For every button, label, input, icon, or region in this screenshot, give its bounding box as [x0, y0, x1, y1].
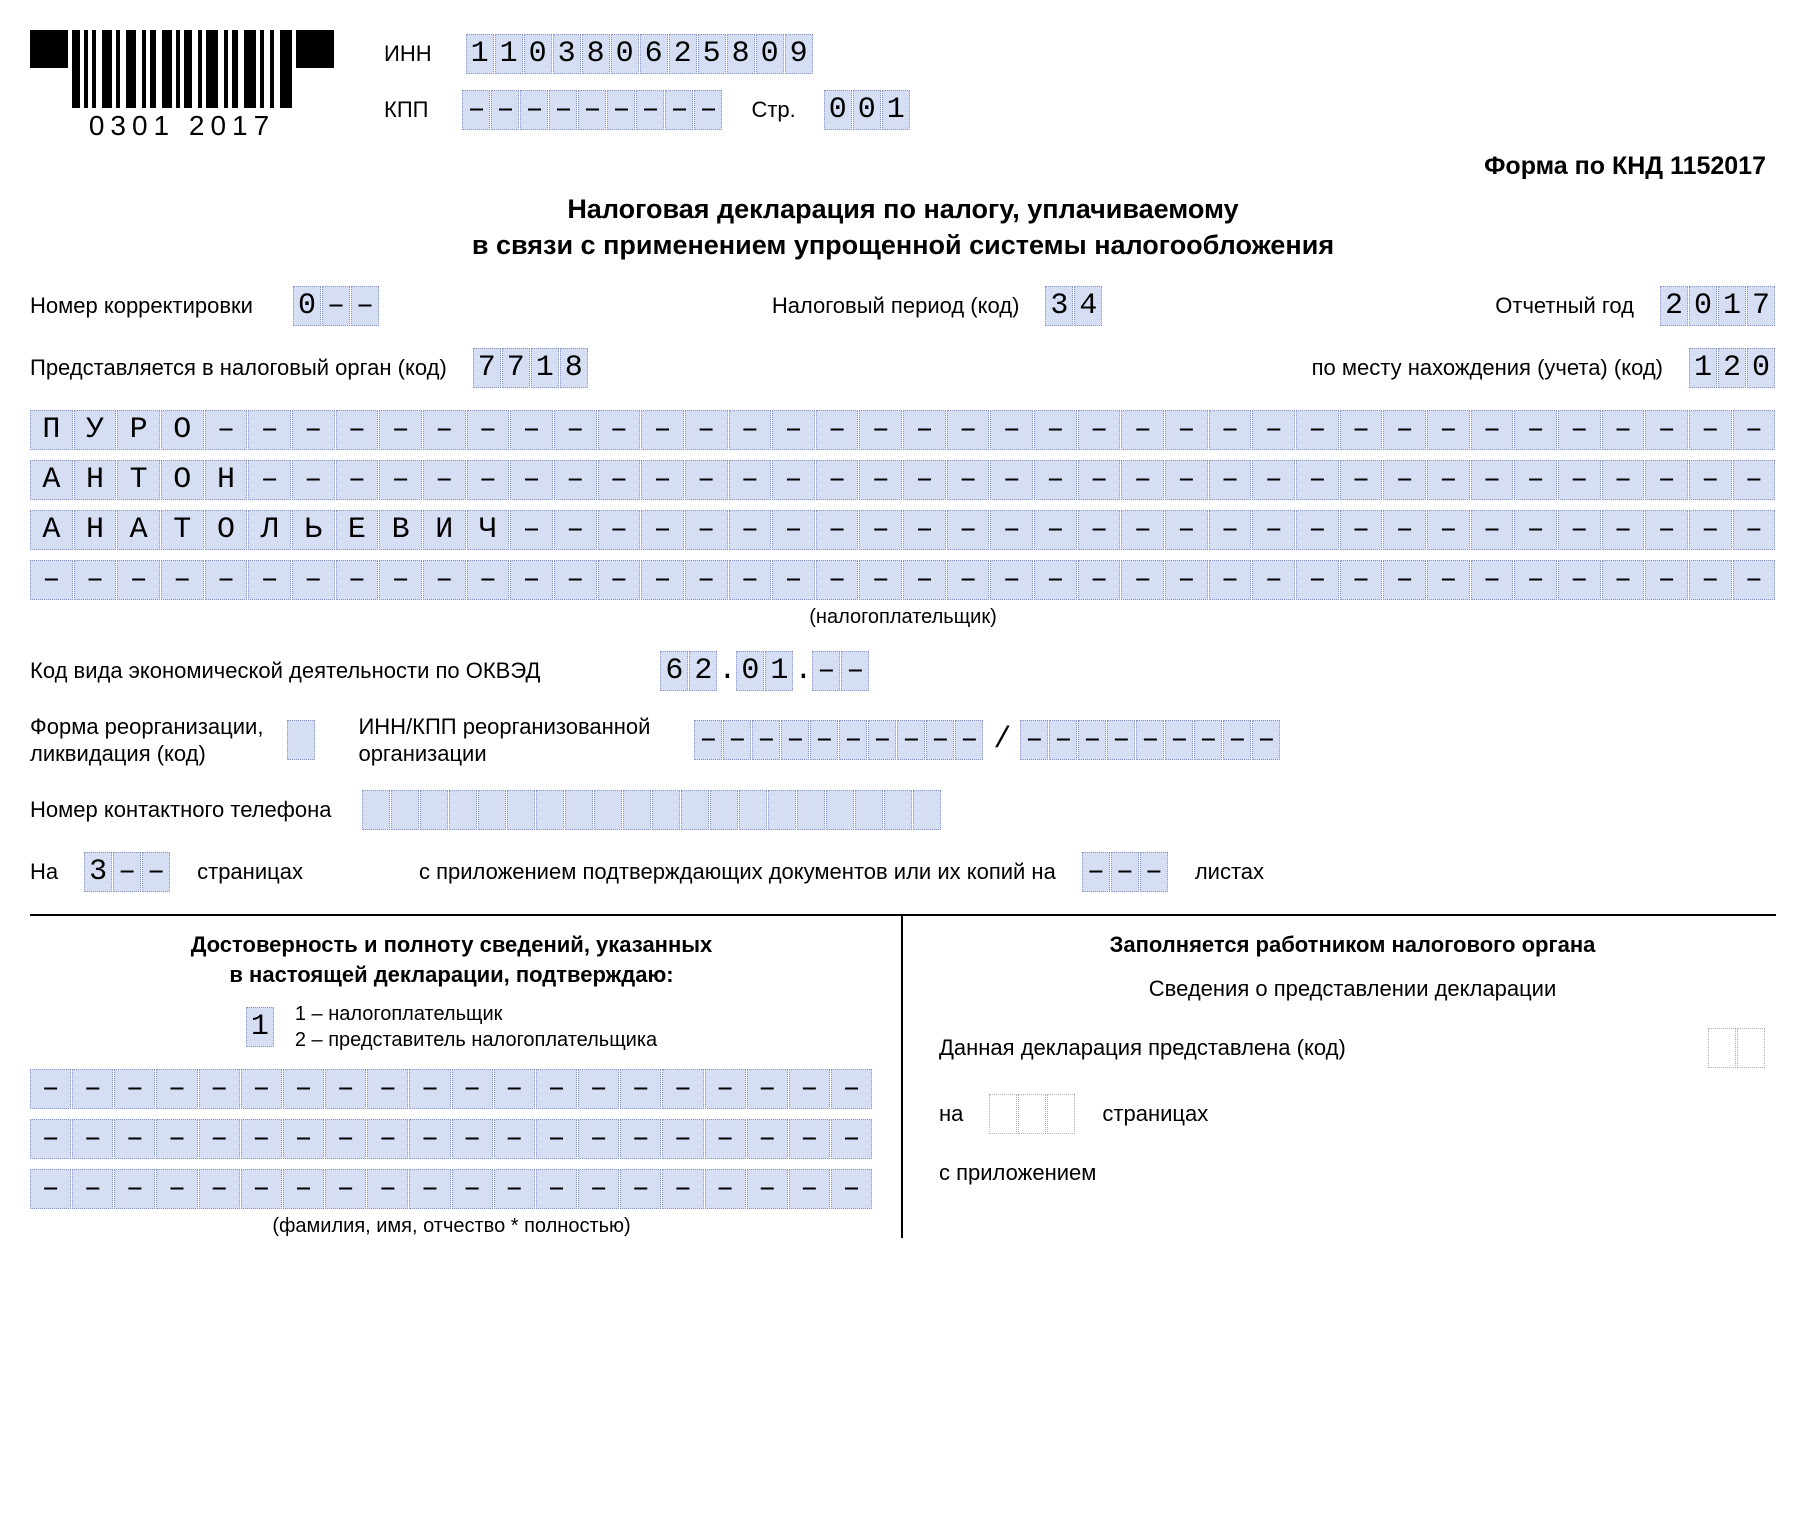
submit-code-field [1708, 1028, 1766, 1068]
reorg-label-l2: ликвидация (код) [30, 741, 206, 766]
phone-row: Номер контактного телефона [30, 790, 1776, 830]
marker-square-left [30, 30, 68, 68]
marker-square-right [296, 30, 334, 68]
kpp-field: ––––––––– [462, 90, 723, 130]
inn-label: ИНН [384, 41, 432, 67]
inn-field: 110380625809 [466, 34, 814, 74]
right-subtitle: Сведения о представлении декларации [939, 976, 1766, 1002]
submit-label: Данная декларация представлена (код) [939, 1035, 1346, 1061]
period-field: 34 [1045, 286, 1103, 326]
reorg-inn-label-l1: ИНН/КПП реорганизованной [358, 714, 650, 739]
year-field: 2017 [1660, 286, 1776, 326]
reorg-slash: / [984, 723, 1020, 757]
name-line-4: –––––––––––––––––––––––––––––––––––––––– [30, 560, 1776, 600]
organ-field: 7718 [473, 348, 589, 388]
corr-label: Номер корректировки [30, 293, 253, 319]
meta-row-2: Представляется в налоговый орган (код) 7… [30, 348, 1776, 388]
form-knd: Форма по КНД 1152017 [30, 152, 1766, 181]
form-title: Налоговая декларация по налогу, уплачива… [30, 191, 1776, 264]
rep-note: (фамилия, имя, отчество * полностью) [30, 1215, 873, 1238]
page-field: 001 [824, 90, 911, 130]
right-pages-prefix: на [939, 1101, 963, 1127]
barcode-text: 0301 2017 [89, 110, 275, 142]
left-panel: Достоверность и полноту сведений, указан… [30, 916, 903, 1238]
period-label: Налоговый период (код) [772, 293, 1020, 319]
attach-field: ––– [1082, 852, 1169, 892]
rep-line-1: –––––––––––––––––––– [30, 1069, 873, 1109]
right-title: Заполняется работником налогового органа [939, 930, 1766, 960]
right-attach-prefix: с приложением [939, 1160, 1096, 1186]
attach-label: с приложением подтверждающих документов … [419, 859, 1056, 885]
page-label: Стр. [751, 97, 795, 123]
bottom-columns: Достоверность и полноту сведений, указан… [30, 916, 1776, 1238]
pages-row: На 3–– страницах с приложением подтвержд… [30, 852, 1776, 892]
reorg-inn-label-l2: организации [358, 741, 486, 766]
pages-field: 3–– [84, 852, 171, 892]
barcode-block: 0301 2017 [30, 30, 334, 142]
left-title-l2: в настоящей декларации, подтверждаю: [229, 962, 673, 987]
okved-row: Код вида экономической деятельности по О… [30, 651, 1776, 691]
meta-row-1: Номер корректировки 0–– Налоговый период… [30, 286, 1776, 326]
title-line2: в связи с применением упрощенной системы… [30, 227, 1776, 263]
organ-label: Представляется в налоговый орган (код) [30, 355, 447, 381]
reorg-code-field [287, 720, 316, 760]
reorg-row: Форма реорганизации, ликвидация (код) ИН… [30, 713, 1776, 768]
pages-prefix: На [30, 859, 58, 885]
attach-suffix: листах [1195, 859, 1264, 885]
header-region: 0301 2017 ИНН 110380625809 КПП –––––––––… [30, 30, 1776, 142]
okved-part1: 62 [660, 651, 718, 691]
pages-suffix: страницах [197, 859, 303, 885]
ids-block: ИНН 110380625809 КПП ––––––––– Стр. 001 [384, 34, 911, 130]
okved-dot2: . [794, 654, 812, 688]
year-label: Отчетный год [1495, 293, 1634, 319]
legend-l1: 1 – налогоплательщик [295, 1003, 503, 1025]
name-block: ПУРО––––––––––––––––––––––––––––––––––––… [30, 410, 1776, 629]
legend-l2: 2 – представитель налогоплательщика [295, 1029, 657, 1051]
place-label: по месту нахождения (учета) (код) [1312, 355, 1663, 381]
right-pages-field [989, 1094, 1076, 1134]
corr-field: 0–– [293, 286, 380, 326]
kpp-label: КПП [384, 97, 428, 123]
name-line-2: АНТОН––––––––––––––––––––––––––––––––––– [30, 460, 1776, 500]
name-line-3: АНАТОЛЬЕВИЧ––––––––––––––––––––––––––––– [30, 510, 1776, 550]
rep-line-2: –––––––––––––––––––– [30, 1119, 873, 1159]
right-panel: Заполняется работником налогового органа… [903, 916, 1776, 1238]
phone-label: Номер контактного телефона [30, 797, 332, 823]
confirm-code-field: 1 [246, 1007, 275, 1047]
okved-label: Код вида экономической деятельности по О… [30, 658, 540, 684]
reorg-label-l1: Форма реорганизации, [30, 714, 263, 739]
barcode: 0301 2017 [72, 30, 292, 142]
barcode-icon [72, 30, 292, 108]
rep-line-3: –––––––––––––––––––– [30, 1169, 873, 1209]
okved-part3: –– [812, 651, 870, 691]
okved-dot1: . [718, 654, 736, 688]
phone-field [362, 790, 942, 830]
place-field: 120 [1689, 348, 1776, 388]
left-title-l1: Достоверность и полноту сведений, указан… [191, 932, 713, 957]
name-note: (налогоплательщик) [30, 606, 1776, 629]
name-line-1: ПУРО–––––––––––––––––––––––––––––––––––– [30, 410, 1776, 450]
okved-part2: 01 [736, 651, 794, 691]
title-line1: Налоговая декларация по налогу, уплачива… [30, 191, 1776, 227]
right-pages-suffix: страницах [1102, 1101, 1208, 1127]
reorg-inn-field: –––––––––– [694, 720, 984, 760]
reorg-kpp-field: ––––––––– [1020, 720, 1281, 760]
